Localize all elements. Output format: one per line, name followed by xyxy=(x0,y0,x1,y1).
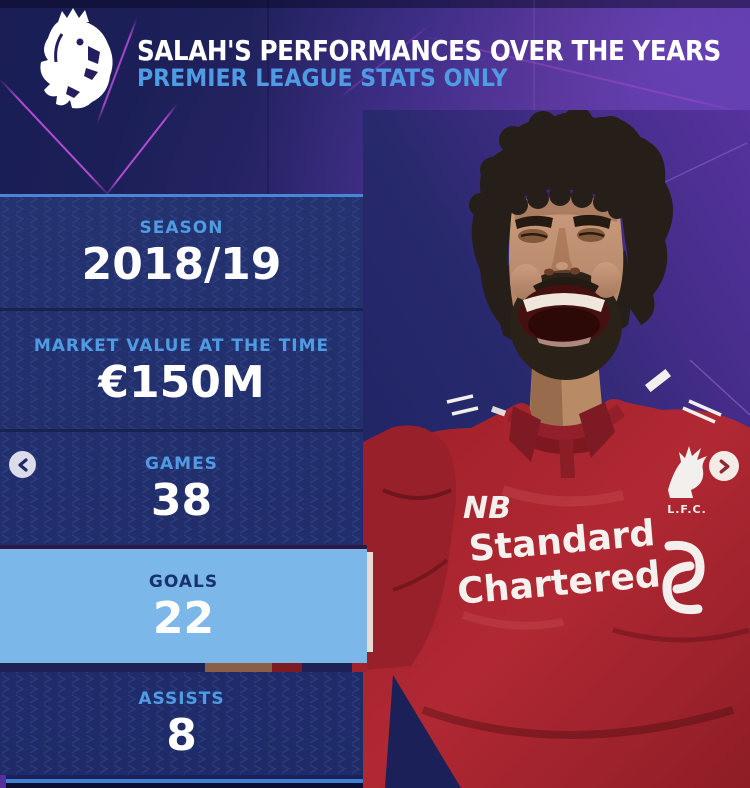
carousel-next-button[interactable] xyxy=(709,451,739,481)
stat-row-goals-highlighted: GOALS 22 xyxy=(0,549,367,663)
stat-row-market-value: MARKET VALUE AT THE TIME €150M xyxy=(0,311,363,429)
background-facet-seam xyxy=(533,0,535,196)
stat-row-games: GAMES 38 xyxy=(0,432,363,545)
lfc-crest-text: L.F.C. xyxy=(667,503,707,516)
stats-panel: SEASON 2018/19 MARKET VALUE AT THE TIME … xyxy=(0,194,367,788)
zigzag-texture xyxy=(0,194,363,788)
stat-value: €150M xyxy=(98,356,265,408)
stat-label: GAMES xyxy=(145,454,218,474)
background-magenta-line xyxy=(104,103,179,198)
row-gap xyxy=(0,545,367,549)
stat-row-season: SEASON 2018/19 xyxy=(0,197,363,308)
collar-trim xyxy=(490,368,672,417)
salah-photo: NB L.F.C. Standard Chartered xyxy=(363,110,750,788)
fist-sliver xyxy=(205,663,272,672)
stat-label: SEASON xyxy=(139,218,224,238)
bottom-border-line xyxy=(6,779,363,783)
chevron-left-icon xyxy=(17,457,28,472)
hair-fringe xyxy=(508,184,626,219)
sleeve-sliver xyxy=(272,663,302,672)
background-top-strip xyxy=(0,0,750,8)
sc-logo xyxy=(662,540,705,615)
stat-row-assists: ASSISTS 8 xyxy=(0,672,363,775)
stat-value: 8 xyxy=(166,710,197,761)
panel-bottom-strip xyxy=(0,775,363,788)
wrist-cuff xyxy=(363,552,373,652)
nb-logo: NB xyxy=(463,491,511,526)
panel-top-border xyxy=(0,194,363,197)
stat-value: 2018/19 xyxy=(81,239,282,290)
page-subtitle: PREMIER LEAGUE STATS ONLY xyxy=(137,64,508,92)
stat-label: ASSISTS xyxy=(138,689,225,709)
row-gap-photo-showthrough xyxy=(0,663,367,672)
stat-label: MARKET VALUE AT THE TIME xyxy=(33,335,330,356)
carousel-prev-button[interactable] xyxy=(9,451,36,478)
stat-label: GOALS xyxy=(148,571,219,592)
premier-league-lion-icon xyxy=(40,8,113,109)
row-divider xyxy=(0,429,363,432)
sleeve-sliver xyxy=(352,663,367,672)
shoulder-stripes xyxy=(446,394,722,424)
stat-value: 22 xyxy=(152,592,215,644)
page-title: SALAH'S PERFORMANCES OVER THE YEARS xyxy=(137,34,721,67)
lfc-crest: L.F.C. xyxy=(667,446,707,516)
background-facet-seam xyxy=(267,0,269,196)
stat-value: 38 xyxy=(150,475,213,526)
row-divider xyxy=(0,308,363,311)
chevron-right-icon xyxy=(719,458,729,474)
